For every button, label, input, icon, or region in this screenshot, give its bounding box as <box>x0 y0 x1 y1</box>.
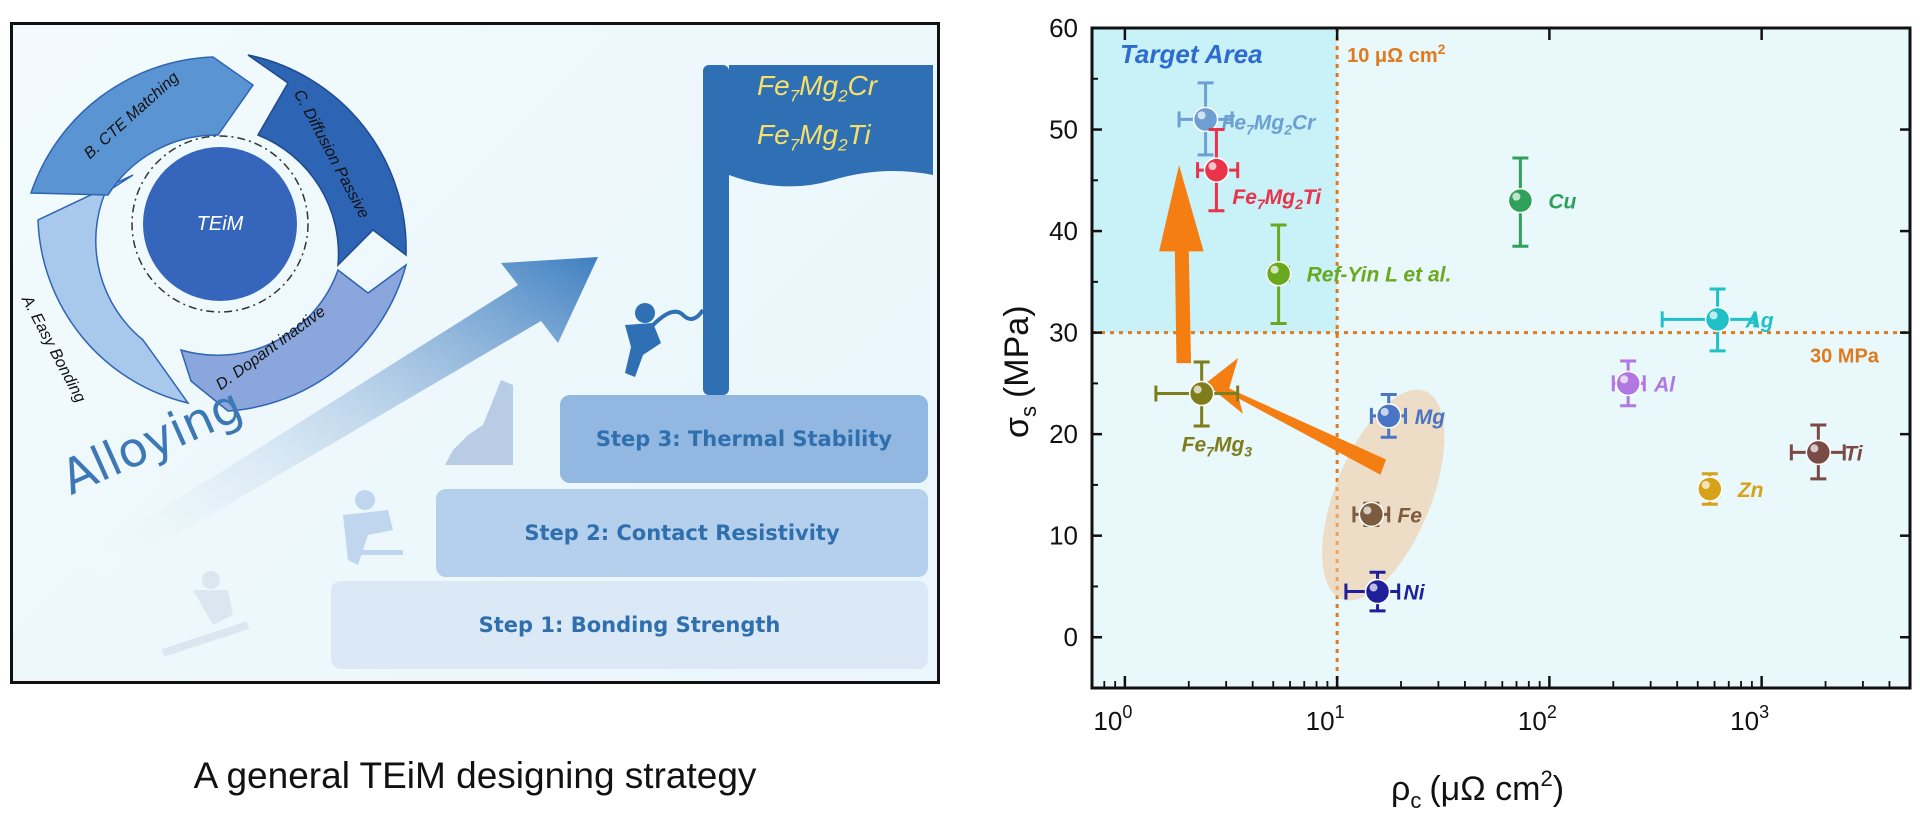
point-label: Ni <box>1404 582 1426 605</box>
strategy-diagram: TEiM A. Easy Bonding B. CTE Matching C. … <box>10 22 940 684</box>
step-3-label: Step 3: Thermal Stability <box>595 427 893 451</box>
point-label: Fe <box>1397 504 1422 527</box>
point-label: Fe7Mg3 <box>1182 434 1253 460</box>
point-label: Fe7Mg2Cr <box>1222 111 1318 137</box>
x-tick-label: 101 <box>1306 702 1345 736</box>
point-marker <box>1192 106 1219 133</box>
step-1-box: Step 1: Bonding Strength <box>331 581 928 669</box>
step-1-label: Step 1: Bonding Strength <box>478 613 781 637</box>
point-highlight <box>1208 162 1217 171</box>
x-tick-label: 102 <box>1518 702 1557 736</box>
highlight-ellipse <box>1322 389 1445 601</box>
x-tick-label: 100 <box>1093 702 1132 736</box>
point-marker <box>1265 260 1292 287</box>
point-label: Ref-Yin L et al. <box>1307 264 1452 287</box>
improvement-arrow-2 <box>1159 165 1204 364</box>
point-label: Ag <box>1745 309 1774 332</box>
snowboarder-icon <box>161 571 250 657</box>
flag-line-2: Fe7Mg2Ti <box>757 118 871 155</box>
cycle-segment-a <box>37 174 190 405</box>
scatter-chart: Target Area 10 μΩ cm2 30 MPa Fe7Mg2Cr Fe7… <box>998 13 1912 813</box>
figure-caption: A general TEiM designing strategy <box>193 755 757 796</box>
data-point-6: Ag <box>1660 287 1774 353</box>
point-marker <box>1704 306 1731 333</box>
cycle-segment-d <box>179 263 408 412</box>
data-point-9: Zn <box>1697 472 1764 506</box>
step-2-label: Step 2: Contact Resistivity <box>524 521 840 545</box>
flag-pole <box>703 65 729 395</box>
point-highlight <box>1270 265 1279 274</box>
plot-frame <box>1090 26 1912 690</box>
flag-cloth <box>729 65 933 187</box>
data-point-11: Fe <box>1352 501 1422 528</box>
point-marker <box>1188 380 1215 407</box>
point-label: Ti <box>1844 442 1863 465</box>
step-3-box: Step 3: Thermal Stability <box>560 395 928 483</box>
point-label: Zn <box>1737 479 1764 502</box>
step-2-box: Step 2: Contact Resistivity <box>436 489 928 577</box>
cycle-center-label: TEiM <box>196 213 244 235</box>
point-highlight <box>1810 444 1819 453</box>
cycle-segment-c <box>247 54 407 267</box>
data-point-3: Ref-Yin L et al. <box>1265 223 1452 325</box>
y-axis-label: σs(MPa) <box>998 305 1041 438</box>
x-axis-label: ρc (μΩ cm2) <box>1391 766 1564 813</box>
point-highlight <box>1380 407 1389 416</box>
point-marker <box>1615 370 1641 397</box>
point-label: Al <box>1653 373 1676 396</box>
data-point-10: Mg <box>1369 393 1445 439</box>
data-point-12: Ni <box>1344 570 1426 613</box>
point-highlight <box>1701 480 1710 489</box>
climber-icon <box>625 303 705 377</box>
flag-label: Fe7Mg2Cr Fe7Mg2Ti <box>757 67 937 164</box>
flag-line-1: Fe7Mg2Cr <box>757 70 878 106</box>
point-label: Mg <box>1415 406 1445 429</box>
y-tick-label: 20 <box>1049 419 1078 449</box>
point-highlight <box>1709 311 1718 320</box>
point-highlight <box>1193 385 1202 394</box>
alloying-arrow <box>73 257 598 581</box>
hurdler-icon <box>343 490 403 565</box>
point-highlight <box>1363 506 1372 515</box>
improvement-arrow-1 <box>1205 358 1387 475</box>
target-area-label: Target Area <box>1120 39 1263 69</box>
point-marker <box>1364 578 1391 605</box>
point-label: Fe7Mg2Ti <box>1232 186 1322 212</box>
y-tick-label: 50 <box>1049 115 1078 145</box>
data-point-2: Fe7Mg2Ti <box>1196 128 1322 213</box>
data-point-8: Ti <box>1789 423 1864 481</box>
point-highlight <box>1197 111 1206 120</box>
point-highlight <box>1512 192 1521 201</box>
y-tick-label: 60 <box>1049 13 1078 43</box>
data-point-4: Fe7Mg3 <box>1154 360 1253 460</box>
x-tick-label: 103 <box>1730 702 1769 736</box>
point-highlight <box>1369 583 1378 592</box>
point-label: Cu <box>1548 191 1576 214</box>
y-tick-label: 40 <box>1049 216 1078 246</box>
data-point-1: Fe7Mg2Cr <box>1177 81 1318 157</box>
ref-line-y-label: 30 MPa <box>1810 346 1880 368</box>
point-highlight <box>1620 375 1629 384</box>
data-point-7: Al <box>1611 359 1676 408</box>
y-tick-label: 10 <box>1049 521 1078 551</box>
rock-climber-icon <box>445 380 513 465</box>
cycle-segment-b <box>29 56 255 196</box>
point-marker <box>1375 403 1402 429</box>
point-marker <box>1203 157 1230 183</box>
point-marker <box>1358 501 1385 528</box>
data-point-5: Cu <box>1507 156 1577 248</box>
diagram-graphics <box>29 54 933 657</box>
point-marker <box>1507 187 1534 214</box>
ref-line-x-label: 10 μΩ cm2 <box>1347 41 1446 67</box>
point-marker <box>1805 439 1832 466</box>
y-tick-label: 0 <box>1064 622 1078 652</box>
point-marker <box>1697 476 1723 502</box>
y-tick-label: 30 <box>1049 318 1078 348</box>
cycle-center-circle <box>143 147 297 301</box>
